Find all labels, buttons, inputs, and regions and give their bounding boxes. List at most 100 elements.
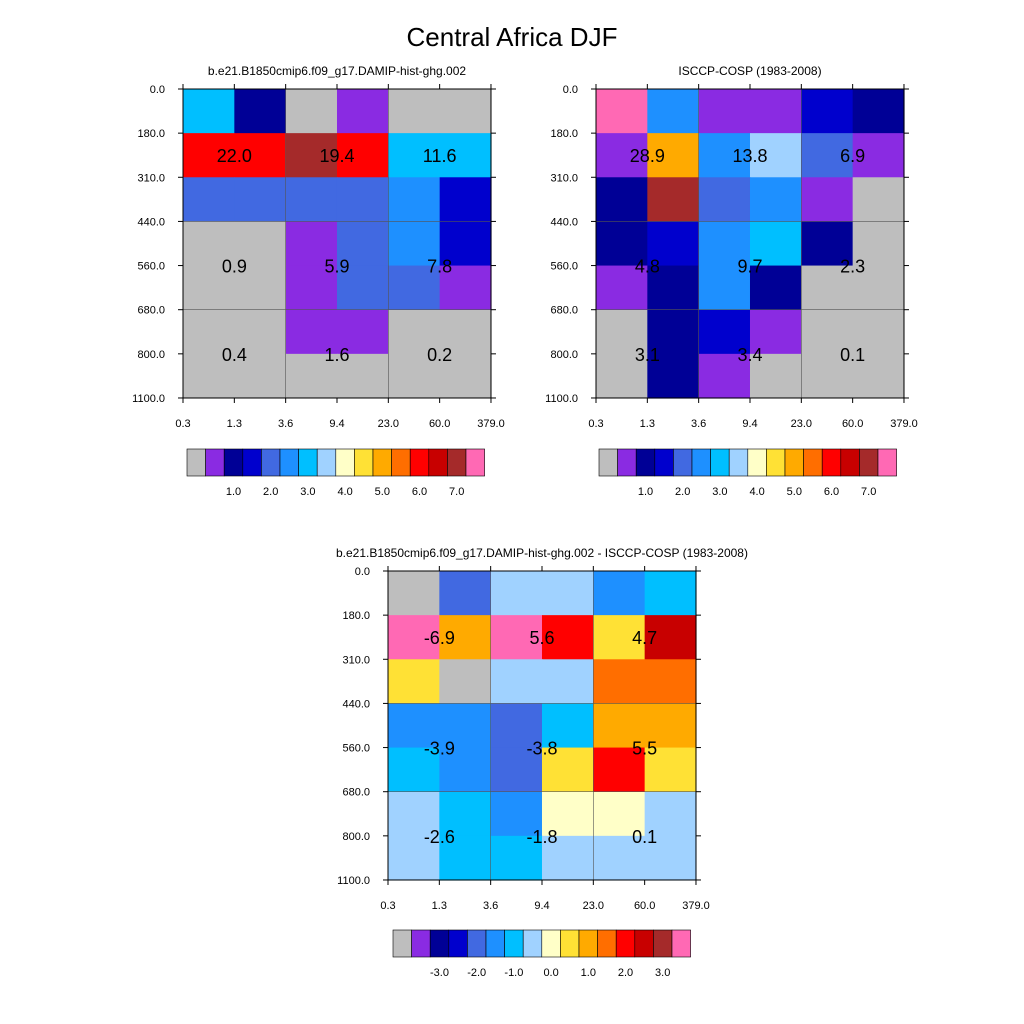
colorbar-swatch (728, 448, 749, 477)
colorbar: 1.0 2.0 3.0 4.0 5.0 6.0 7.0 (186, 448, 485, 498)
block-value-label: 22.0 (217, 146, 252, 166)
heatmap-cell (644, 703, 697, 749)
colorbar-swatch (465, 448, 485, 477)
colorbar-label: 5.0 (787, 486, 802, 498)
block-value-label: 0.2 (427, 345, 452, 365)
heatmap-cell (698, 221, 751, 267)
colorbar-label: 1.0 (581, 967, 596, 979)
heatmap-cell (439, 747, 492, 793)
heatmap-cell (852, 89, 905, 134)
y-tick-label: 310.0 (550, 172, 578, 184)
block-value-label: 28.9 (630, 146, 665, 166)
heatmap-cell (698, 177, 751, 223)
x-tick-label: 9.4 (534, 900, 549, 912)
heatmap-cell (439, 791, 492, 837)
heatmap-cell (285, 133, 338, 178)
block-value-label: -2.6 (424, 827, 455, 847)
heatmap-cell (388, 615, 440, 660)
heatmap-cell (541, 703, 594, 749)
heatmap-cell (490, 703, 543, 749)
heatmap-cell (801, 177, 854, 223)
heatmap-cell (644, 791, 697, 837)
heatmap-cell (749, 133, 802, 178)
block-value-label: -1.8 (526, 827, 557, 847)
x-tick-label: 0.3 (588, 418, 603, 430)
x-tick-label: 0.3 (175, 418, 190, 430)
heatmap-cell (388, 89, 441, 134)
x-tick-label: 9.4 (742, 418, 757, 430)
heatmap-cell (596, 309, 648, 355)
block-value-label: 5.6 (529, 628, 554, 648)
colorbar-swatch (411, 929, 431, 958)
heatmap-cell (596, 177, 648, 223)
heatmap-cell (749, 353, 802, 399)
heatmap-cell (801, 89, 854, 134)
heatmap-cell (852, 177, 905, 223)
block-value-label: 9.7 (737, 257, 762, 277)
heatmap-cell (647, 309, 700, 355)
heatmap-cell (388, 659, 440, 705)
colorbar-label: 7.0 (449, 486, 464, 498)
heatmap-cell (183, 133, 235, 178)
heatmap-cell (336, 221, 389, 267)
colorbar-label: 4.0 (749, 486, 764, 498)
heatmap-cell (749, 177, 802, 223)
heatmap-cell (439, 89, 492, 134)
heatmap-cell (593, 703, 646, 749)
heatmap-cell (644, 835, 697, 881)
heatmap-cell (388, 177, 441, 223)
x-tick-label: 60.0 (842, 418, 863, 430)
colorbar-swatch (671, 929, 691, 958)
x-tick-label: 23.0 (583, 900, 604, 912)
block-value-label: 2.3 (840, 257, 865, 277)
heatmap-cell (593, 615, 646, 660)
heatmap-cell (801, 265, 854, 311)
colorbar-swatch (504, 929, 524, 958)
colorbar-label: -1.0 (504, 967, 523, 979)
colorbar-swatch (242, 448, 262, 477)
colorbar-swatch (186, 448, 206, 477)
colorbar-swatch (372, 448, 392, 477)
y-tick-label: 560.0 (137, 261, 165, 273)
colorbar-swatch (205, 448, 225, 477)
heatmap-cell (801, 309, 854, 355)
heatmap-cell (439, 353, 492, 399)
heatmap-cell (439, 703, 492, 749)
x-tick-label: 1.3 (432, 900, 447, 912)
heatmap-cell (801, 133, 854, 178)
x-tick-label: 23.0 (378, 418, 399, 430)
heatmap-cell (541, 835, 594, 881)
heatmap-cell (439, 177, 492, 223)
x-tick-label: 3.6 (483, 900, 498, 912)
heatmap-cell (852, 309, 905, 355)
heatmap-cell (698, 353, 751, 399)
heatmap-cell (801, 221, 854, 267)
panel-title: b.e21.B1850cmip6.f09_g17.DAMIP-hist-ghg.… (336, 546, 748, 560)
heatmap-cell (285, 89, 338, 134)
colorbar-label: 0.0 (543, 967, 558, 979)
heatmap-cell (490, 571, 543, 616)
heatmap-cell (234, 353, 287, 399)
heatmap-cell (593, 791, 646, 837)
heatmap-cell (644, 659, 697, 705)
heatmap-cell (234, 221, 287, 267)
heatmap-cell (336, 353, 389, 399)
heatmap-cell (234, 133, 287, 178)
heatmap-cell (801, 353, 854, 399)
heatmap-cell (439, 133, 492, 178)
heatmap-cell (593, 747, 646, 793)
colorbar-swatch (673, 448, 693, 477)
panel-title: ISCCP-COSP (1983-2008) (678, 64, 821, 78)
heatmap-cell (852, 353, 905, 399)
block-value-label: 6.9 (840, 146, 865, 166)
heatmap-cell (183, 309, 235, 355)
colorbar-label: -2.0 (467, 967, 486, 979)
heatmap-cell (596, 133, 648, 178)
y-tick-label: 440.0 (550, 216, 578, 228)
heatmap-panel-3: b.e21.B1850cmip6.f09_g17.DAMIP-hist-ghg.… (336, 546, 748, 979)
colorbar-swatch (223, 448, 244, 477)
y-tick-label: 180.0 (137, 128, 165, 140)
x-tick-label: 60.0 (429, 418, 450, 430)
colorbar-swatch (335, 448, 355, 477)
